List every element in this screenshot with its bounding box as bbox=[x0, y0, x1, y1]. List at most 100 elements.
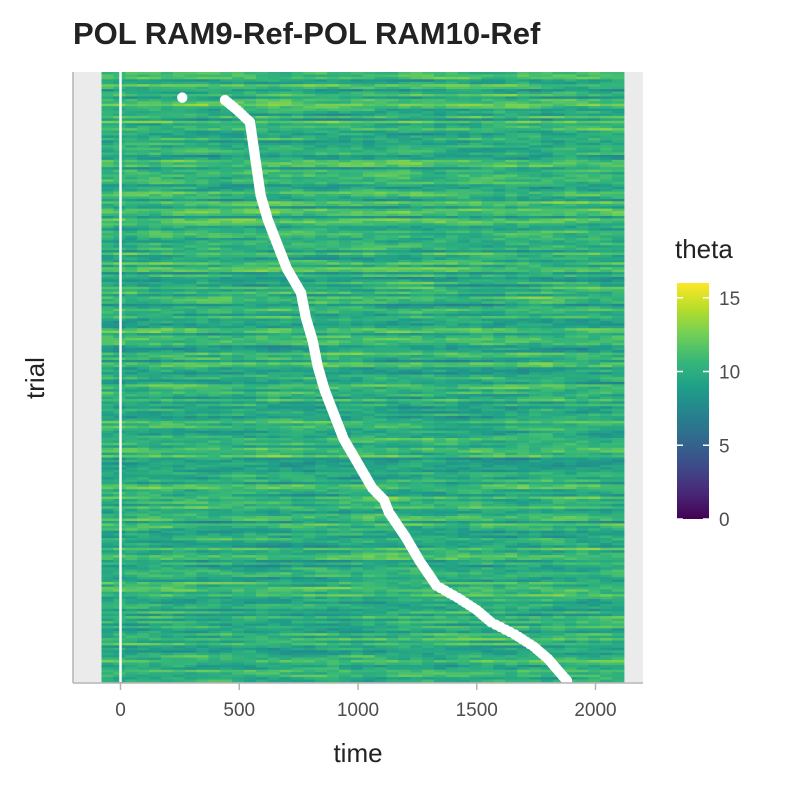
heatmap-cell bbox=[350, 140, 364, 144]
heatmap-cell bbox=[208, 340, 221, 344]
heatmap-cell bbox=[374, 250, 387, 253]
heatmap-cell bbox=[149, 301, 162, 305]
heatmap-cell bbox=[184, 215, 197, 219]
heatmap-cell bbox=[493, 172, 506, 175]
heatmap-cell bbox=[172, 294, 186, 297]
heatmap-cell bbox=[184, 98, 197, 102]
heatmap-cell bbox=[196, 159, 209, 163]
heatmap-cell bbox=[291, 303, 304, 307]
heatmap-cell bbox=[339, 174, 352, 178]
heatmap-cell bbox=[493, 198, 506, 202]
heatmap-cell bbox=[125, 159, 138, 163]
heatmap-cell bbox=[552, 257, 566, 261]
heatmap-cell bbox=[196, 347, 209, 351]
heatmap-cell bbox=[149, 276, 162, 280]
heatmap-cell bbox=[184, 208, 197, 212]
heatmap-cell bbox=[208, 128, 221, 131]
heatmap-cell bbox=[350, 115, 364, 119]
heatmap-cell bbox=[493, 176, 506, 180]
heatmap-cell bbox=[386, 247, 399, 251]
heatmap-cell bbox=[457, 274, 471, 278]
heatmap-cell bbox=[267, 250, 281, 253]
heatmap-cell bbox=[576, 262, 589, 266]
heatmap-cell bbox=[255, 76, 269, 80]
heatmap-cell bbox=[172, 345, 186, 349]
heatmap-cell bbox=[517, 74, 530, 78]
heatmap-cell bbox=[220, 301, 233, 305]
heatmap-cell bbox=[315, 311, 328, 314]
heatmap-cell bbox=[339, 247, 352, 251]
heatmap-cell bbox=[564, 330, 577, 334]
heatmap-cell bbox=[291, 93, 304, 97]
heatmap-cell bbox=[374, 84, 387, 88]
heatmap-cell bbox=[291, 172, 304, 175]
heatmap-cell bbox=[564, 230, 577, 234]
heatmap-cell bbox=[612, 308, 625, 312]
heatmap-cell bbox=[232, 237, 245, 241]
heatmap-cell bbox=[517, 145, 530, 149]
heatmap-cell bbox=[600, 152, 613, 156]
heatmap-cell bbox=[315, 203, 328, 207]
heatmap-cell bbox=[232, 255, 245, 258]
heatmap-cell bbox=[540, 262, 554, 266]
heatmap-cell bbox=[517, 196, 530, 200]
heatmap-cell bbox=[244, 228, 257, 231]
heatmap-cell bbox=[137, 101, 150, 105]
heatmap-cell bbox=[564, 164, 577, 168]
heatmap-cell bbox=[172, 76, 186, 80]
heatmap-cell bbox=[232, 252, 245, 256]
heatmap-cell bbox=[160, 328, 174, 332]
heatmap-cell bbox=[398, 147, 411, 151]
heatmap-cell bbox=[149, 118, 162, 122]
heatmap-cell bbox=[517, 252, 530, 256]
heatmap-cell bbox=[339, 342, 352, 346]
heatmap-cell bbox=[529, 128, 542, 131]
heatmap-cell bbox=[481, 296, 494, 300]
heatmap-cell bbox=[149, 128, 162, 131]
heatmap-cell bbox=[588, 72, 601, 75]
heatmap-cell bbox=[101, 179, 114, 183]
heatmap-cell bbox=[434, 320, 447, 324]
heatmap-cell bbox=[540, 306, 554, 310]
heatmap-cell bbox=[457, 96, 471, 100]
heatmap-cell bbox=[291, 269, 304, 273]
heatmap-cell bbox=[481, 286, 494, 290]
heatmap-cell bbox=[374, 291, 387, 295]
heatmap-cell bbox=[422, 276, 435, 280]
heatmap-cell bbox=[374, 345, 387, 349]
heatmap-cell bbox=[232, 264, 245, 268]
heatmap-cell bbox=[540, 316, 554, 319]
heatmap-cell bbox=[612, 250, 625, 253]
heatmap-cell bbox=[386, 257, 399, 261]
heatmap-cell bbox=[493, 301, 506, 305]
heatmap-cell bbox=[505, 118, 518, 122]
heatmap-cell bbox=[410, 291, 423, 295]
heatmap-cell bbox=[303, 186, 316, 190]
heatmap-cell bbox=[469, 308, 482, 312]
heatmap-cell bbox=[160, 101, 174, 105]
heatmap-cell bbox=[564, 306, 577, 310]
heatmap-cell bbox=[493, 264, 506, 268]
heatmap-cell bbox=[588, 179, 601, 183]
heatmap-cell bbox=[303, 245, 316, 249]
heatmap-cell bbox=[220, 181, 233, 185]
heatmap-cell bbox=[529, 328, 542, 332]
heatmap-cell bbox=[350, 172, 364, 175]
heatmap-cell bbox=[172, 313, 186, 317]
heatmap-cell bbox=[160, 118, 174, 122]
heatmap-cell bbox=[386, 208, 399, 212]
heatmap-cell bbox=[600, 220, 613, 224]
heatmap-cell bbox=[339, 72, 352, 75]
heatmap-cell bbox=[398, 206, 411, 210]
heatmap-cell bbox=[505, 291, 518, 295]
heatmap-cell bbox=[232, 215, 245, 219]
heatmap-cell bbox=[339, 289, 352, 292]
heatmap-cell bbox=[303, 242, 316, 246]
heatmap-cell bbox=[457, 316, 471, 319]
heatmap-cell bbox=[244, 276, 257, 280]
heatmap-cell bbox=[339, 259, 352, 263]
heatmap-cell bbox=[137, 145, 150, 149]
heatmap-cell bbox=[327, 323, 340, 327]
heatmap-cell bbox=[481, 208, 494, 212]
heatmap-cell bbox=[481, 306, 494, 310]
